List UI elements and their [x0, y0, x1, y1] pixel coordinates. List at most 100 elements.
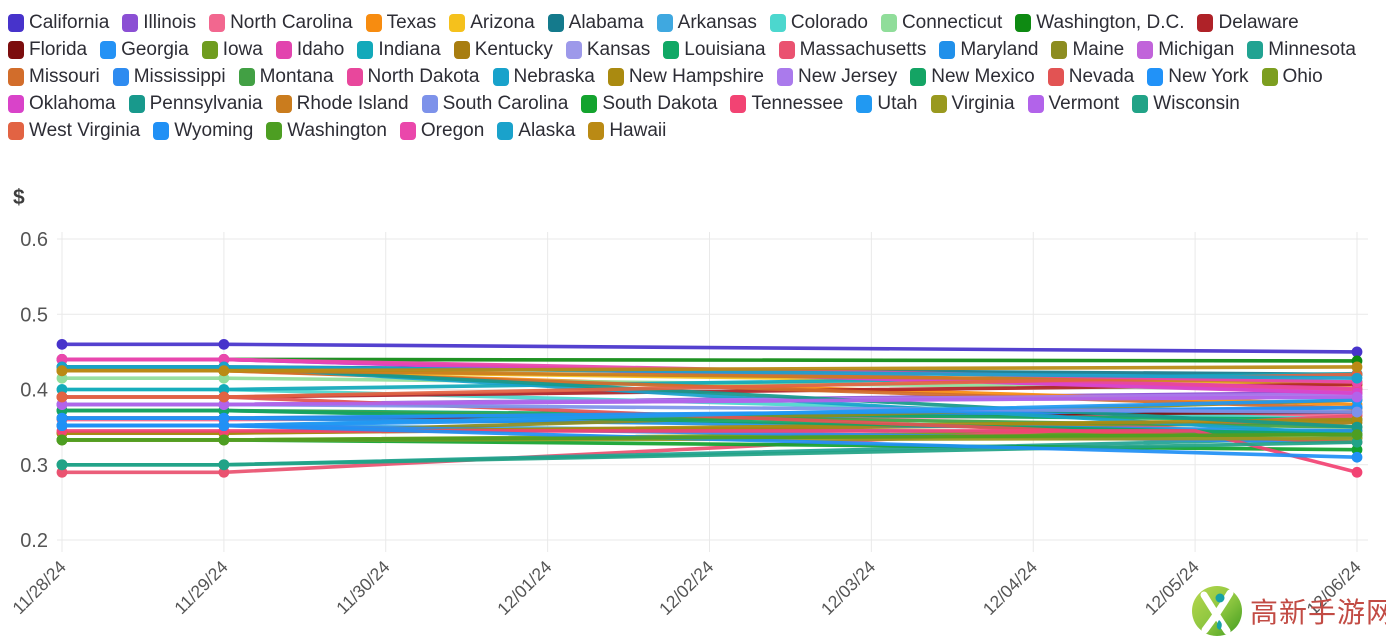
legend-item-georgia[interactable]: Georgia	[100, 40, 189, 60]
series-marker[interactable]	[56, 354, 68, 365]
legend-item-pennsylvania[interactable]: Pennsylvania	[128, 94, 263, 114]
legend-item-west-virginia[interactable]: West Virginia	[8, 121, 140, 141]
legend-item-new-york[interactable]: New York	[1147, 67, 1249, 87]
legend-item-virginia[interactable]: Virginia	[930, 94, 1015, 114]
series-marker[interactable]	[218, 434, 230, 446]
legend-item-colorado[interactable]: Colorado	[769, 13, 868, 33]
series-marker[interactable]	[1351, 372, 1363, 384]
legend-item-new-hampshire[interactable]: New Hampshire	[607, 67, 764, 87]
series-marker[interactable]	[56, 365, 68, 377]
series-marker[interactable]	[1351, 414, 1363, 425]
series-marker[interactable]	[1351, 346, 1363, 358]
legend-label: Kansas	[586, 39, 651, 60]
legend-item-illinois[interactable]: Illinois	[122, 13, 196, 33]
legend-item-south-carolina[interactable]: South Carolina	[421, 93, 569, 114]
legend-item-texas[interactable]: Texas	[365, 13, 436, 33]
legend-item-oklahoma[interactable]: Oklahoma	[8, 94, 116, 114]
series-marker[interactable]	[56, 459, 68, 471]
legend-item-delaware[interactable]: Delaware	[1197, 13, 1299, 33]
legend-item-kansas[interactable]: Kansas	[565, 39, 651, 60]
legend-color-swatch	[128, 95, 145, 113]
legend-item-north-dakota[interactable]: North Dakota	[346, 67, 480, 87]
legend-item-indiana[interactable]: Indiana	[357, 40, 441, 60]
legend-item-ohio[interactable]: Ohio	[1261, 67, 1323, 87]
series-marker[interactable]	[218, 459, 230, 471]
legend-item-minnesota[interactable]: Minnesota	[1247, 40, 1356, 60]
legend-item-arkansas[interactable]: Arkansas	[656, 13, 757, 33]
legend-label: South Carolina	[442, 93, 569, 114]
series-marker[interactable]	[56, 399, 68, 410]
legend-item-new-mexico[interactable]: New Mexico	[910, 67, 1035, 87]
series-marker[interactable]	[218, 466, 230, 478]
legend-item-hawaii[interactable]: Hawaii	[588, 121, 666, 141]
series-marker[interactable]	[1351, 421, 1363, 433]
legend-item-california[interactable]: California	[8, 13, 109, 33]
series-marker[interactable]	[56, 384, 68, 395]
series-marker[interactable]	[218, 338, 230, 350]
series-marker[interactable]	[218, 391, 230, 403]
legend-color-swatch	[730, 95, 747, 113]
legend-item-wyoming[interactable]: Wyoming	[153, 121, 253, 141]
legend-color-swatch	[421, 95, 438, 113]
series-marker[interactable]	[1351, 451, 1363, 463]
legend-item-kentucky[interactable]: Kentucky	[453, 40, 553, 60]
series-marker[interactable]	[56, 372, 68, 384]
legend-item-maine[interactable]: Maine	[1051, 40, 1124, 60]
series-marker[interactable]	[218, 420, 230, 432]
series-marker[interactable]	[218, 372, 230, 384]
series-marker[interactable]	[56, 466, 68, 478]
legend-item-washington[interactable]: Washington	[266, 121, 387, 141]
series-marker[interactable]	[56, 434, 68, 446]
legend-item-connecticut[interactable]: Connecticut	[880, 13, 1002, 33]
legend-item-florida[interactable]: Florida	[8, 40, 87, 60]
legend-label: Hawaii	[609, 120, 667, 141]
legend-item-arizona[interactable]: Arizona	[449, 13, 535, 33]
series-marker[interactable]	[1351, 466, 1363, 478]
series-marker[interactable]	[218, 412, 230, 424]
legend-item-oregon[interactable]: Oregon	[399, 121, 484, 141]
series-marker[interactable]	[1351, 429, 1363, 441]
legend-item-louisiana[interactable]: Louisiana	[663, 40, 766, 60]
site-logo-icon	[1192, 586, 1242, 636]
legend-label: Wisconsin	[1153, 93, 1240, 114]
series-marker[interactable]	[218, 354, 230, 365]
legend-item-iowa[interactable]: Iowa	[201, 40, 263, 60]
series-marker[interactable]	[218, 399, 230, 410]
legend-item-north-carolina[interactable]: North Carolina	[209, 13, 353, 33]
series-marker[interactable]	[56, 338, 68, 350]
series-marker[interactable]	[1351, 406, 1363, 418]
series-line[interactable]	[60, 429, 1359, 475]
series-marker[interactable]	[1351, 361, 1363, 373]
series-marker[interactable]	[56, 391, 68, 403]
legend-item-massachusetts[interactable]: Massachusetts	[778, 40, 926, 60]
legend-item-alaska[interactable]: Alaska	[497, 121, 575, 141]
series-marker[interactable]	[56, 420, 68, 432]
legend-item-nebraska[interactable]: Nebraska	[492, 67, 595, 87]
series-marker[interactable]	[1351, 391, 1363, 403]
legend-color-swatch	[453, 41, 470, 59]
legend-item-michigan[interactable]: Michigan	[1137, 40, 1234, 60]
legend-item-idaho[interactable]: Idaho	[275, 40, 344, 60]
legend-item-wisconsin[interactable]: Wisconsin	[1132, 94, 1240, 114]
legend-item-missouri[interactable]: Missouri	[8, 67, 100, 87]
legend-item-vermont[interactable]: Vermont	[1027, 94, 1119, 114]
series-marker[interactable]	[1351, 444, 1363, 456]
legend-item-alabama[interactable]: Alabama	[547, 13, 644, 33]
legend-item-washington-d-c[interactable]: Washington, D.C.	[1015, 13, 1184, 33]
series-marker[interactable]	[218, 365, 230, 377]
series-marker[interactable]	[1351, 436, 1363, 448]
legend-item-utah[interactable]: Utah	[856, 94, 918, 114]
legend-item-rhode-island[interactable]: Rhode Island	[275, 94, 409, 114]
legend-item-montana[interactable]: Montana	[238, 67, 334, 87]
legend-item-south-dakota[interactable]: South Dakota	[581, 94, 717, 114]
legend-item-nevada[interactable]: Nevada	[1047, 67, 1134, 87]
series-marker[interactable]	[218, 384, 230, 395]
series-marker[interactable]	[56, 412, 68, 424]
legend-item-maryland[interactable]: Maryland	[939, 40, 1038, 60]
legend-item-new-jersey[interactable]: New Jersey	[776, 67, 897, 87]
legend-item-mississippi[interactable]: Mississippi	[112, 67, 226, 87]
legend-color-swatch	[1047, 68, 1064, 86]
legend-item-tennessee[interactable]: Tennessee	[730, 94, 843, 114]
legend-color-swatch	[581, 95, 598, 113]
